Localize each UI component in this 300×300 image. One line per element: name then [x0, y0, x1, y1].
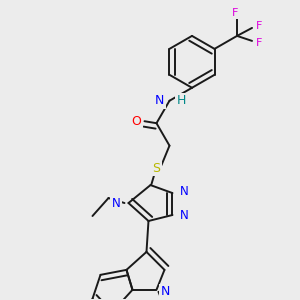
Text: N: N — [112, 196, 121, 209]
Text: F: F — [256, 38, 262, 48]
Text: N: N — [179, 208, 188, 221]
Text: H: H — [176, 94, 186, 107]
Text: F: F — [232, 8, 238, 18]
Text: N: N — [179, 184, 188, 198]
Text: N: N — [155, 94, 164, 107]
Text: N: N — [160, 285, 170, 298]
Text: O: O — [131, 115, 141, 128]
Text: S: S — [152, 162, 160, 175]
Text: F: F — [256, 21, 262, 31]
